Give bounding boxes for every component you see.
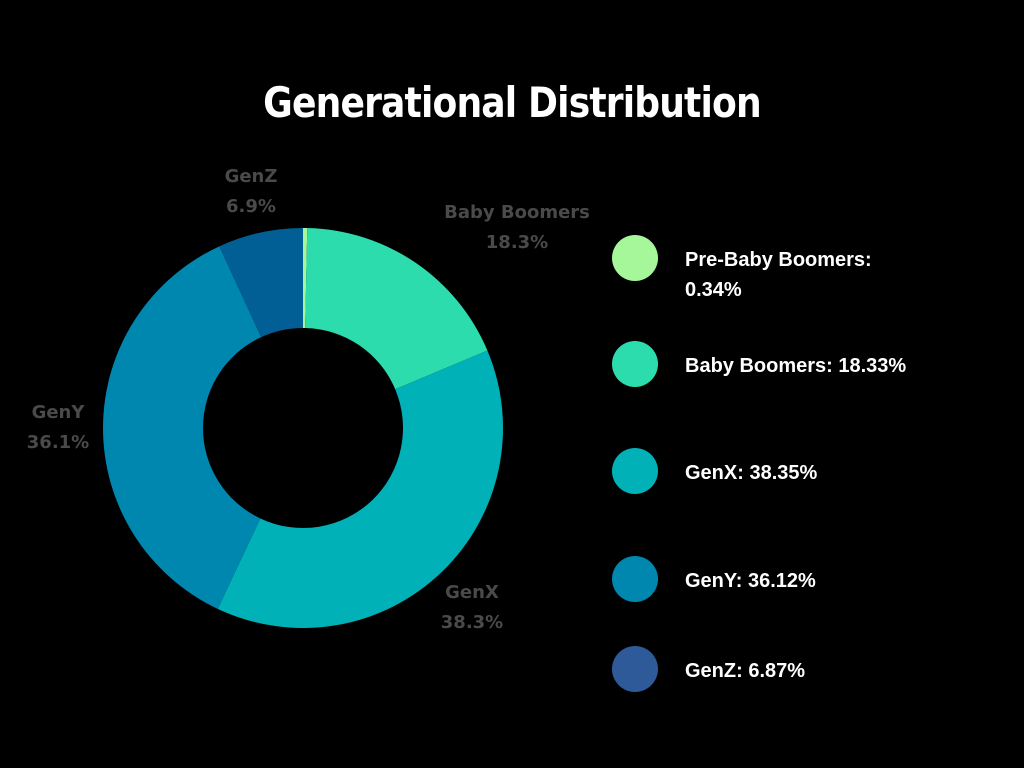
legend-label-geny: GenY: 36.12%	[685, 570, 816, 592]
slice-label-genz: GenZ 6.9%	[225, 166, 278, 217]
legend: Pre-Baby Boomers: 0.34% Baby Boomers: 18…	[612, 0, 1012, 768]
legend-label-genz: GenZ: 6.87%	[685, 660, 806, 682]
slice-labels: Baby Boomers 18.3% GenX 38.3% GenY 36.1% GenZ 6…	[27, 166, 590, 633]
legend-label-genx: GenX: 38.35%	[685, 462, 818, 484]
slice-genx	[217, 350, 504, 628]
slice-label-geny: GenY 36.1%	[27, 402, 89, 453]
legend-label-pre-baby-boomers: Pre-Baby Boomers: 0.34%	[685, 249, 872, 301]
donut-slices	[102, 228, 504, 628]
slice-genz	[219, 228, 303, 338]
slice-geny	[102, 246, 262, 609]
slice-pre-baby-boomers	[303, 228, 308, 329]
legend-swatch-genx	[612, 448, 658, 494]
legend-swatch-pre-baby-boomers	[612, 235, 658, 281]
chart-title: Generational Distribution	[263, 78, 761, 127]
legend-swatch-geny	[612, 556, 658, 602]
slice-label-genx: GenX 38.3%	[441, 582, 503, 633]
legend-swatch-genz	[612, 646, 658, 692]
legend-swatch-baby-boomers	[612, 341, 658, 387]
slice-baby-boomers	[305, 228, 488, 390]
legend-label-baby-boomers: Baby Boomers: 18.33%	[685, 355, 907, 377]
slice-label-baby-boomers: Baby Boomers 18.3%	[444, 202, 590, 253]
